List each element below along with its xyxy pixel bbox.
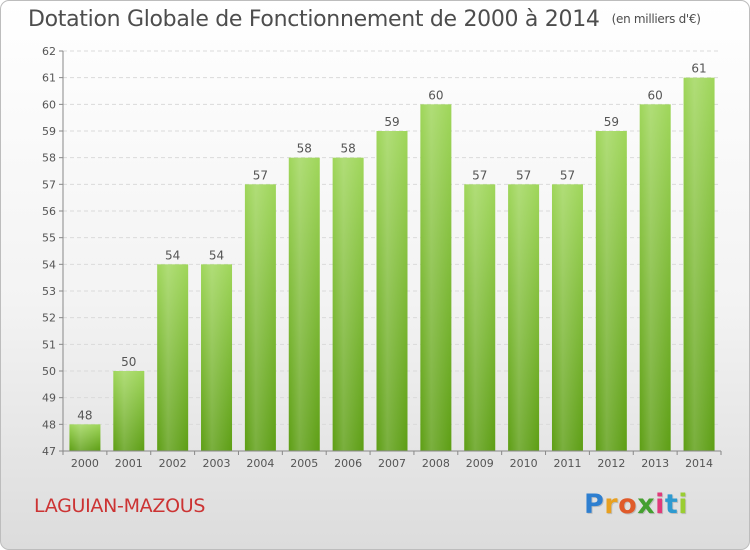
- bar-shine: [332, 157, 364, 451]
- x-tick-label: 2012: [597, 457, 625, 470]
- chart-title-text: Dotation Globale de Fonctionnement de 20…: [28, 7, 600, 32]
- commune-name: LAGUIAN-MAZOUS: [34, 495, 206, 517]
- x-tick-label: 2014: [685, 457, 713, 470]
- y-tick-label: 61: [42, 72, 56, 85]
- bar-value-label: 54: [209, 248, 224, 262]
- bar-shine: [551, 184, 583, 452]
- x-tick-label: 2010: [510, 457, 538, 470]
- bars: 48 50 54 54 57 58 58 59 60 57 57 57 59 60 61: [69, 62, 715, 452]
- y-tick-label: 47: [42, 445, 56, 458]
- bar-shine: [244, 184, 276, 452]
- bar-shine: [201, 264, 233, 451]
- y-tick-label: 59: [42, 125, 56, 138]
- x-tick-label: 2002: [159, 457, 187, 470]
- y-tick-label: 50: [42, 365, 56, 378]
- y-tick-label: 52: [42, 312, 56, 325]
- y-tick-label: 56: [42, 205, 56, 218]
- y-tick-label: 49: [42, 392, 56, 405]
- bar-shine: [288, 157, 320, 451]
- bar-value-label: 60: [428, 88, 443, 102]
- chart-title: Dotation Globale de Fonctionnement de 20…: [28, 7, 701, 32]
- bar-shine: [69, 424, 101, 451]
- proxiti-logo: Proxiti: [584, 489, 688, 520]
- y-tick-label: 53: [42, 285, 56, 298]
- y-axis: 47 48 49 50 51 52 53 54 55 56 57 58 59 60 61 62: [42, 45, 64, 458]
- logo-letter: i: [655, 489, 665, 520]
- bar-value-label: 57: [560, 168, 575, 182]
- bar-value-label: 59: [604, 115, 619, 129]
- x-tick-label: 2008: [422, 457, 450, 470]
- x-tick-label: 2009: [466, 457, 494, 470]
- x-tick-label: 2006: [334, 457, 362, 470]
- x-tick-label: 2000: [71, 457, 99, 470]
- y-tick-label: 60: [42, 98, 56, 111]
- bar-value-label: 59: [384, 115, 399, 129]
- bar-value-label: 58: [297, 142, 312, 156]
- bar-value-label: 57: [516, 168, 531, 182]
- bar-shine: [376, 131, 408, 451]
- bar-shine: [595, 131, 627, 451]
- logo-letter: r: [604, 489, 619, 520]
- x-tick-label: 2004: [246, 457, 274, 470]
- bar-shine: [420, 104, 452, 451]
- bar-value-label: 48: [77, 408, 92, 422]
- bar-value-label: 57: [472, 168, 487, 182]
- logo-letter: i: [678, 489, 689, 520]
- x-tick-label: 2005: [290, 457, 318, 470]
- bar-shine: [683, 77, 715, 452]
- bar-value-label: 54: [165, 248, 180, 262]
- y-tick-label: 48: [42, 418, 56, 431]
- bar-shine: [113, 371, 145, 451]
- chart-unit-label: (en milliers d'€): [611, 12, 701, 26]
- y-tick-label: 55: [42, 232, 56, 245]
- bar-value-label: 61: [691, 62, 706, 76]
- bar-value-label: 58: [340, 142, 355, 156]
- x-tick-label: 2011: [553, 457, 581, 470]
- bar-value-label: 57: [253, 168, 268, 182]
- logo-letter: x: [637, 489, 656, 520]
- x-tick-label: 2003: [203, 457, 231, 470]
- bar-value-label: 50: [121, 355, 136, 369]
- logo-letter: o: [618, 489, 638, 520]
- bar-value-label: 60: [648, 88, 663, 102]
- bar-shine: [157, 264, 189, 451]
- bar-shine: [639, 104, 671, 451]
- x-tick-label: 2001: [115, 457, 143, 470]
- x-tick-label: 2007: [378, 457, 406, 470]
- x-axis: 2000 2001 2002 2003 2004 2005 2006 2007 2008 2009…: [62, 450, 722, 470]
- y-tick-label: 51: [42, 338, 56, 351]
- y-tick-label: 54: [42, 258, 56, 271]
- bar-shine: [508, 184, 540, 452]
- bar-shine: [464, 184, 496, 452]
- logo-letter: t: [664, 489, 679, 520]
- y-tick-label: 57: [42, 178, 56, 191]
- y-tick-label: 58: [42, 152, 56, 165]
- logo-letter: P: [584, 489, 605, 520]
- x-tick-label: 2013: [641, 457, 669, 470]
- y-tick-label: 62: [42, 45, 56, 58]
